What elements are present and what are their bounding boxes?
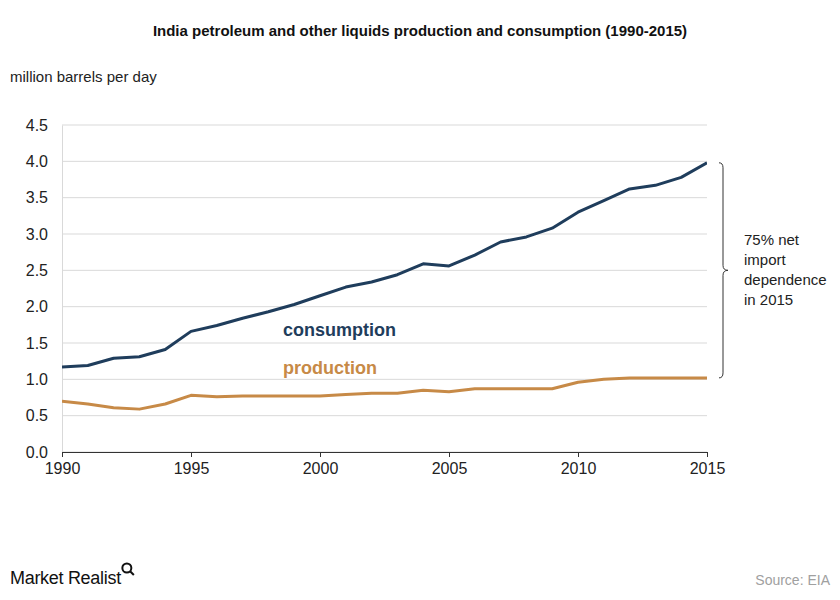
y-tick: 3.5 (26, 189, 62, 206)
annotation: import (744, 251, 787, 268)
x-tick-label: 2000 (303, 460, 339, 477)
y-tick-label: 3.5 (26, 189, 48, 206)
y-tick: 0.5 (26, 407, 62, 424)
y-tick: 1.0 (26, 371, 62, 388)
y-tick: 2.0 (26, 298, 62, 315)
logo: Market Realist (10, 568, 121, 588)
source: Source: EIA (755, 572, 830, 588)
y-tick-label: 0.5 (26, 407, 48, 424)
y-tick-label: 1.5 (26, 335, 48, 352)
grid (62, 125, 707, 452)
chart: India petroleum and other liquids produc… (0, 0, 840, 600)
y-axis-line (62, 126, 63, 453)
x-tick-mark (449, 452, 450, 457)
y-tick-label: 0.0 (26, 444, 48, 461)
logo-icon-handle (130, 571, 134, 575)
x-tick-mark (578, 452, 579, 457)
y-tick: 3.0 (26, 226, 62, 243)
y-axis-title: million barrels per day (10, 68, 157, 85)
grid-line (62, 270, 707, 271)
legend-label: consumption (283, 320, 396, 340)
x-tick-mark (320, 452, 321, 457)
y-tick-label: 1.0 (26, 371, 48, 388)
x-tick: 2015 (690, 452, 726, 477)
x-tick-label: 2015 (690, 460, 726, 477)
y-tick: 1.5 (26, 335, 62, 352)
y-tick: 4.5 (26, 117, 62, 134)
x-tick-label: 2005 (432, 460, 468, 477)
x-tick-mark (707, 452, 708, 457)
y-tick-label: 4.0 (26, 153, 48, 170)
y-tick-label: 4.5 (26, 117, 48, 134)
annotation: 75% net (744, 231, 800, 248)
grid-line (62, 234, 707, 235)
y-tick-label: 2.0 (26, 298, 48, 315)
title: India petroleum and other liquids produc… (153, 22, 687, 39)
x-tick-mark (62, 452, 63, 457)
x-axis-line (63, 452, 708, 453)
bracket (719, 163, 728, 378)
y-axis: 0.0 0.5 1.0 1.5 2.0 2.5 3.0 3.5 4.0 4.5 (26, 117, 63, 461)
x-tick-label: 1990 (45, 460, 81, 477)
y-tick: 0.0 (26, 444, 62, 461)
y-tick: 4.0 (26, 153, 62, 170)
x-tick: 2005 (432, 452, 468, 477)
legend-label: production (283, 358, 377, 378)
grid-line (62, 125, 707, 126)
grid-line (62, 306, 707, 307)
y-tick-label: 3.0 (26, 226, 48, 243)
grid-line (62, 161, 707, 162)
annotation: dependence (744, 271, 827, 288)
series-line (62, 163, 707, 367)
annotation: in 2015 (744, 291, 793, 308)
x-axis: 1990 1995 2000 2005 2010 2015 (45, 452, 726, 477)
series-line (62, 378, 707, 409)
x-tick: 1990 (45, 452, 81, 477)
y-tick: 2.5 (26, 262, 62, 279)
grid-line (62, 452, 707, 453)
plot-area (62, 163, 707, 409)
logo-icon (122, 564, 134, 576)
x-tick-mark (191, 452, 192, 457)
x-tick: 2000 (303, 452, 339, 477)
x-tick-label: 2010 (561, 460, 597, 477)
grid-line (62, 415, 707, 416)
grid-line (62, 343, 707, 344)
x-tick-label: 1995 (174, 460, 210, 477)
y-tick-label: 2.5 (26, 262, 48, 279)
x-tick: 1995 (174, 452, 210, 477)
x-tick: 2010 (561, 452, 597, 477)
